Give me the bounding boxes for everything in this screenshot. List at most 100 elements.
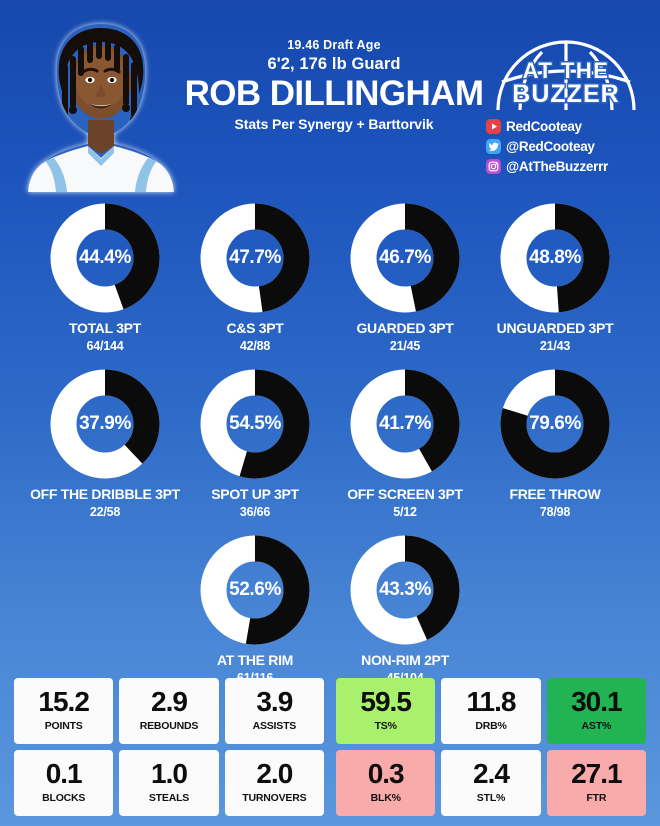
donut-label: AT THE RIM bbox=[216, 652, 294, 668]
donut-label: TOTAL 3PT bbox=[69, 320, 141, 336]
donut-chart-spot-up-3pt: 54.5% SPOT UP 3PT 36/66 bbox=[180, 369, 330, 519]
stat-label: AST% bbox=[581, 720, 612, 732]
donut-chart-guarded-3pt: 46.7% GUARDED 3PT 21/45 bbox=[330, 203, 480, 353]
donut-label: GUARDED 3PT bbox=[356, 320, 454, 336]
stat-box-blocks: 0.1 BLOCKS bbox=[14, 750, 114, 816]
donut-ring: 47.7% bbox=[200, 203, 310, 313]
stat-label: BLK% bbox=[370, 792, 401, 804]
stat-label: REBOUNDS bbox=[139, 720, 199, 732]
donut-svg bbox=[50, 203, 160, 313]
draft-age: 19.46 Draft Age bbox=[287, 38, 381, 52]
donut-chart-non-rim-2pt: 43.3%NON-RIM 2PT45/104 bbox=[330, 535, 480, 685]
donut-ring: 54.5% bbox=[200, 369, 310, 479]
donut-row-1: 44.4% TOTAL 3PT 64/144 47.7% C&S 3PT 42/88 46.… bbox=[8, 203, 652, 353]
donut-ring: 46.7% bbox=[350, 203, 460, 313]
donut-made-attempts: 64/144 bbox=[86, 339, 124, 353]
donut-percentage: 54.5% bbox=[229, 413, 281, 434]
donut-row-3: 52.6%AT THE RIM61/11643.3%NON-RIM 2PT45/… bbox=[8, 535, 652, 685]
donut-svg bbox=[50, 369, 160, 479]
donut-ring: 52.6% bbox=[200, 535, 310, 645]
at-the-buzzer-logo: AT THE BUZZER bbox=[496, 40, 636, 111]
social-handle-instagram: @AtTheBuzzerrr bbox=[506, 159, 608, 174]
donut-svg bbox=[500, 369, 610, 479]
stat-box-ftr: 27.1 FTR bbox=[546, 750, 646, 816]
shooting-splits-charts: 44.4% TOTAL 3PT 64/144 47.7% C&S 3PT 42/88 46.… bbox=[0, 203, 660, 685]
donut-svg bbox=[350, 369, 460, 479]
stat-box-rebounds: 2.9 REBOUNDS bbox=[119, 678, 219, 744]
social-handle-youtube: RedCooteay bbox=[506, 119, 582, 134]
header: 19.46 Draft Age 6'2, 176 lb Guard ROB DI… bbox=[0, 0, 660, 195]
logo-line-1: AT THE bbox=[523, 58, 610, 83]
stat-value: 2.4 bbox=[473, 758, 510, 789]
stat-value: 11.8 bbox=[466, 686, 517, 717]
donut-ring: 37.9% bbox=[50, 369, 160, 479]
donut-svg bbox=[350, 535, 460, 645]
donut-row-2: 37.9% OFF THE DRIBBLE 3PT 22/58 54.5% SPOT U… bbox=[8, 369, 652, 519]
stat-box-assists: 3.9 ASSISTS bbox=[224, 678, 324, 744]
stat-box-points: 15.2 POINTS bbox=[14, 678, 114, 744]
donut-label: SPOT UP 3PT bbox=[211, 486, 299, 502]
height-weight-position: 6'2, 176 lb Guard bbox=[267, 55, 401, 73]
stat-value: 1.0 bbox=[151, 758, 188, 789]
stat-value: 3.9 bbox=[256, 686, 293, 717]
donut-chart-off-screen-3pt: 41.7% OFF SCREEN 3PT 5/12 bbox=[330, 369, 480, 519]
stat-label: TURNOVERS bbox=[242, 792, 307, 804]
stat-label: DRB% bbox=[475, 720, 507, 732]
donut-label: C&S 3PT bbox=[226, 320, 284, 336]
donut-percentage: 37.9% bbox=[79, 413, 131, 434]
youtube-icon bbox=[486, 119, 501, 134]
donut-made-attempts: 42/88 bbox=[239, 339, 271, 353]
stat-value: 15.2 bbox=[38, 686, 89, 717]
donut-made-attempts: 22/58 bbox=[89, 505, 121, 519]
donut-chart-off-the-dribble-3pt: 37.9% OFF THE DRIBBLE 3PT 22/58 bbox=[30, 369, 180, 519]
page-title: ROB DILLINGHAM bbox=[184, 74, 484, 113]
donut-percentage: 52.6% bbox=[229, 579, 281, 600]
stat-label: FTR bbox=[586, 792, 607, 804]
stat-box-ast: 30.1 AST% bbox=[546, 678, 646, 744]
stat-box-drb: 11.8 DRB% bbox=[441, 678, 541, 744]
donut-chart-c-s-3pt: 47.7% C&S 3PT 42/88 bbox=[180, 203, 330, 353]
stat-box-stl: 2.4 STL% bbox=[441, 750, 541, 816]
donut-chart-free-throw: 79.6% FREE THROW 78/98 bbox=[480, 369, 630, 519]
stat-box-steals: 1.0 STEALS bbox=[119, 750, 219, 816]
donut-label: OFF SCREEN 3PT bbox=[347, 486, 463, 502]
player-photo-image bbox=[28, 24, 174, 192]
donut-label: UNGUARDED 3PT bbox=[496, 320, 614, 336]
donut-ring: 48.8% bbox=[500, 203, 610, 313]
donut-svg bbox=[500, 203, 610, 313]
donut-svg bbox=[200, 535, 310, 645]
donut-made-attempts: 78/98 bbox=[539, 505, 571, 519]
donut-ring: 41.7% bbox=[350, 369, 460, 479]
donut-made-attempts: 5/12 bbox=[393, 505, 417, 519]
donut-percentage: 44.4% bbox=[79, 247, 131, 268]
donut-percentage: 41.7% bbox=[379, 413, 431, 434]
donut-percentage: 47.7% bbox=[229, 247, 281, 268]
donut-chart-total-3pt: 44.4% TOTAL 3PT 64/144 bbox=[30, 203, 180, 353]
stat-value: 27.1 bbox=[571, 758, 622, 789]
donut-chart-unguarded-3pt: 48.8% UNGUARDED 3PT 21/43 bbox=[480, 203, 630, 353]
stat-label: STL% bbox=[476, 792, 506, 804]
stat-label: ASSISTS bbox=[252, 720, 297, 732]
social-row-twitter[interactable]: @RedCooteay bbox=[486, 138, 646, 155]
donut-label: FREE THROW bbox=[509, 486, 601, 502]
donut-percentage: 48.8% bbox=[529, 247, 581, 268]
donut-made-attempts: 21/45 bbox=[389, 339, 421, 353]
stat-box-blk: 0.3 BLK% bbox=[336, 750, 436, 816]
player-photo bbox=[26, 16, 176, 196]
stat-value: 30.1 bbox=[571, 686, 622, 717]
donut-svg bbox=[350, 203, 460, 313]
donut-ring: 44.4% bbox=[50, 203, 160, 313]
stat-box-area: 15.2 POINTS 2.9 REBOUNDS 3.9 ASSISTS 0.1 BLOCKS… bbox=[0, 678, 660, 816]
stat-box-turnovers: 2.0 TURNOVERS bbox=[224, 750, 324, 816]
stat-value: 2.9 bbox=[151, 686, 188, 717]
donut-percentage: 79.6% bbox=[529, 413, 581, 434]
donut-chart-at-the-rim: 52.6%AT THE RIM61/116 bbox=[180, 535, 330, 685]
social-row-youtube[interactable]: RedCooteay bbox=[486, 118, 646, 135]
stat-value: 2.0 bbox=[256, 758, 293, 789]
donut-svg bbox=[200, 369, 310, 479]
brand-block: AT THE BUZZER RedCooteay @RedCooteay bbox=[486, 26, 646, 178]
stat-box-ts: 59.5 TS% bbox=[336, 678, 436, 744]
donut-ring: 43.3% bbox=[350, 535, 460, 645]
social-row-instagram[interactable]: @AtTheBuzzerrr bbox=[486, 158, 646, 175]
donut-made-attempts: 21/43 bbox=[539, 339, 571, 353]
